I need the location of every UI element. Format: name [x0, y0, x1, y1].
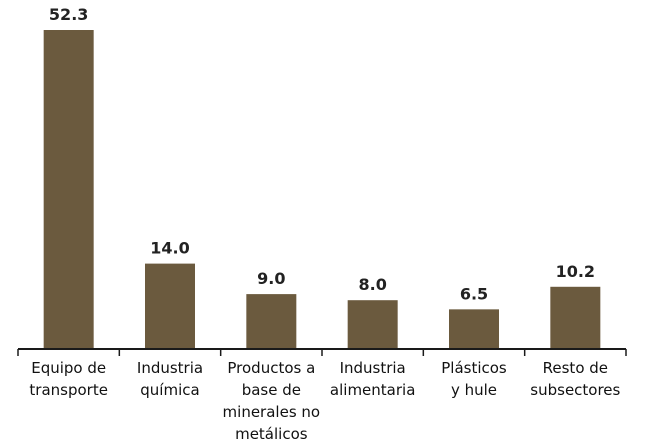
category-label-line: Industria: [137, 359, 203, 377]
value-label-industria-alimentaria: 8.0: [358, 275, 386, 294]
bar-plasticos-y-hule: [449, 309, 499, 349]
category-label-productos-a-base-de-minerales-no-metalicos: Productos a base de minerales no metálicos: [223, 359, 321, 443]
value-labels-group: 52.3 14.0 9.0 8.0 6.5 10.2: [49, 5, 595, 303]
category-label-line: metálicos: [235, 425, 308, 443]
bar-resto-de-subsectores: [550, 286, 601, 349]
bar-industria-quimica: [145, 263, 195, 349]
value-label-industria-quimica: 14.0: [150, 239, 189, 258]
category-label-line: Plásticos: [441, 359, 507, 377]
category-label-line: y hule: [451, 381, 497, 399]
value-label-plasticos-y-hule: 6.5: [460, 284, 488, 303]
category-label-line: Equipo de: [31, 359, 106, 377]
category-labels-group: Equipo de transporte Industria química Produ…: [29, 359, 620, 443]
category-label-line: Productos a: [227, 359, 315, 377]
category-label-industria-quimica: Industria química: [137, 359, 203, 399]
category-label-line: base de: [242, 381, 301, 399]
category-label-resto-de-subsectores: Resto de subsectores: [530, 359, 620, 399]
category-label-plasticos-y-hule: Plásticos y hule: [441, 359, 507, 399]
bar-equipo-de-transporte: [43, 30, 94, 349]
category-label-line: química: [140, 381, 199, 399]
category-label-line: Resto de: [543, 359, 608, 377]
category-label-line: transporte: [29, 381, 108, 399]
category-label-industria-alimentaria: Industria alimentaria: [330, 359, 415, 399]
value-label-resto-de-subsectores: 10.2: [556, 262, 595, 281]
value-label-equipo-de-transporte: 52.3: [49, 5, 88, 24]
category-label-line: minerales no: [223, 403, 321, 421]
value-label-productos-a-base-de-minerales-no-metalicos: 9.0: [257, 269, 285, 288]
category-label-equipo-de-transporte: Equipo de transporte: [29, 359, 108, 399]
category-label-line: subsectores: [530, 381, 620, 399]
x-axis: [17, 348, 627, 356]
bar-productos-a-base-de-minerales-no-metalicos: [246, 294, 297, 349]
category-label-line: Industria: [340, 359, 406, 377]
bars-group: [43, 30, 601, 349]
category-label-line: alimentaria: [330, 381, 415, 399]
bar-industria-alimentaria: [347, 300, 398, 349]
